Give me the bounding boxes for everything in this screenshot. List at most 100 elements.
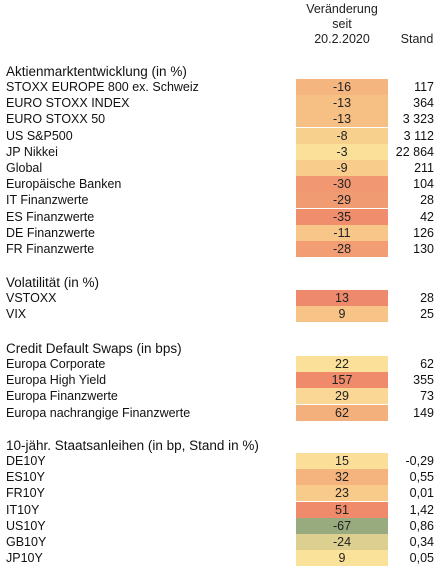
row-label: ES10Y [6,470,45,485]
stand-value: 0,86 [409,518,434,533]
stand-value: 73 [420,389,434,404]
table-row: ES10Y 32 0,55 [0,469,439,486]
change-cell: 9 [296,306,388,323]
stand-value: 42 [420,209,434,224]
table-row: GB10Y -24 0,34 [0,534,439,550]
change-header-line-2: seit [332,17,352,31]
change-cell: 62 [296,404,388,421]
stand-value: 62 [420,357,434,371]
stand-value: 25 [420,307,434,322]
section-title: Credit Default Swaps (in bps) [6,341,182,356]
change-cell: -8 [296,127,388,144]
row-label: JP10Y [6,551,43,566]
table-row: STOXX EUROPE 800 ex. Schweiz -16 117 [0,79,439,95]
section-title: Volatilität (in %) [6,275,100,290]
stand-value: 1,42 [409,502,434,517]
table-row: DE10Y 15 -0,29 [0,453,439,469]
table-row: DE Finanzwerte -11 126 [0,224,439,241]
row-label: IT Finanzwerte [6,193,89,208]
change-cell: 32 [296,469,388,486]
table-row: FR Finanzwerte -28 130 [0,241,439,257]
change-cell: -67 [296,517,388,534]
change-cell: -13 [296,111,388,128]
row-label: US10Y [6,518,46,533]
table-row: Global -9 211 [0,160,439,176]
table-row: FR10Y 23 0,01 [0,485,439,502]
change-header-line-1: Veränderung [306,2,378,16]
stand-value: 211 [414,161,434,175]
row-label: Europa Finanzwerte [6,389,118,404]
change-cell: -24 [296,534,388,550]
table-row: EURO STOXX 50 -13 3 323 [0,111,439,128]
row-label: STOXX EUROPE 800 ex. Schweiz [6,80,199,94]
change-cell: 9 [296,550,388,567]
row-label: FR Finanzwerte [6,242,95,256]
row-label: Europa High Yield [6,373,107,388]
change-cell: 157 [296,372,388,389]
stand-value: -0,29 [405,454,435,468]
row-label: EURO STOXX INDEX [6,96,130,111]
table-row: VSTOXX 13 28 [0,290,439,306]
stand-column-header: Stand [400,32,434,46]
change-cell: -35 [296,208,388,225]
row-label: Europäische Banken [6,177,122,192]
change-cell: 23 [296,485,388,502]
row-label: Europa Corporate [6,357,106,371]
row-label: US S&P500 [6,128,73,143]
table-row: Europa Finanzwerte 29 73 [0,388,439,405]
stand-value: 3 112 [403,128,434,143]
stand-value: 28 [420,193,434,208]
stand-value: 0,01 [409,486,434,501]
stand-value: 117 [414,80,434,94]
row-label: Europa nachrangige Finanzwerte [6,405,191,420]
row-label: FR10Y [6,486,45,501]
table-row: ES Finanzwerte -35 42 [0,208,439,225]
row-label: EURO STOXX 50 [6,112,106,127]
table-row: Europa nachrangige Finanzwerte 62 149 [0,404,439,421]
stand-value: 364 [413,96,434,111]
change-cell: 22 [296,356,388,372]
section-title: Aktienmarktentwicklung (in %) [6,64,187,79]
stand-value: 355 [413,373,434,388]
stand-value: 126 [413,225,434,240]
change-cell: 15 [296,453,388,469]
change-column-header: Veränderung seit 20.2.2020 [296,2,388,47]
table-row: US S&P500 -8 3 112 [0,127,439,144]
table-row: EURO STOXX INDEX -13 364 [0,95,439,112]
table-row: Europäische Banken -30 104 [0,176,439,193]
change-cell: -13 [296,95,388,112]
change-header-line-3: 20.2.2020 [314,32,370,46]
stand-value: 149 [413,405,434,420]
row-label: DE10Y [6,454,46,468]
row-label: Global [6,161,43,175]
table-row: IT10Y 51 1,42 [0,501,439,518]
row-label: IT10Y [6,502,40,517]
change-cell: -3 [296,143,388,160]
stand-value: 28 [420,291,434,305]
table-row: Europa High Yield 157 355 [0,372,439,389]
change-cell: 13 [296,290,388,306]
table-row: IT Finanzwerte -29 28 [0,192,439,209]
change-cell: -28 [296,241,388,257]
stand-value: 0,55 [409,470,434,485]
stand-value: 0,34 [409,535,434,549]
row-label: ES Finanzwerte [6,209,95,224]
change-cell: 51 [296,501,388,518]
table-row: US10Y -67 0,86 [0,517,439,534]
stand-value: 0,05 [409,551,434,566]
row-label: JP Nikkei [6,144,58,159]
change-cell: -11 [296,224,388,241]
change-cell: -9 [296,160,388,176]
table-row: VIX 9 25 [0,306,439,323]
row-label: DE Finanzwerte [6,225,95,240]
row-label: VSTOXX [6,291,57,305]
row-label: GB10Y [6,535,47,549]
table-row: JP10Y 9 0,05 [0,550,439,567]
stand-value: 3 323 [402,112,434,127]
change-cell: -16 [296,79,388,95]
stand-value: 130 [413,242,434,256]
stand-value: 104 [413,177,434,192]
row-label: VIX [6,307,27,322]
stand-value: 22 864 [395,144,434,159]
change-cell: -29 [296,192,388,209]
